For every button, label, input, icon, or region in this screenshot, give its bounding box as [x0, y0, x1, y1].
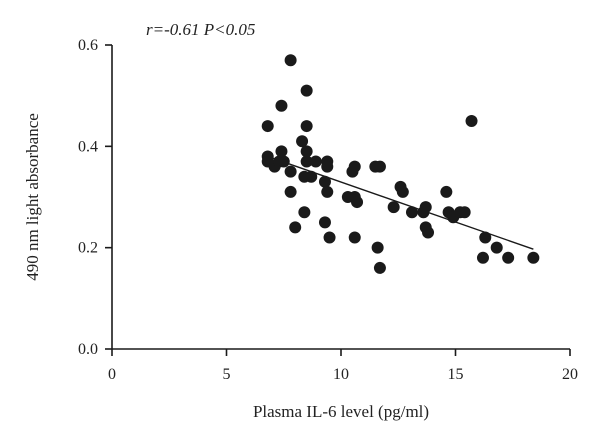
- data-point: [261, 120, 274, 133]
- trendline-group: [267, 155, 534, 250]
- data-point: [387, 201, 400, 214]
- data-point: [371, 241, 384, 254]
- data-point: [289, 221, 302, 234]
- data-point: [275, 145, 288, 158]
- data-point: [298, 206, 311, 219]
- data-point: [296, 135, 309, 148]
- data-point: [284, 54, 297, 67]
- data-point: [479, 231, 492, 244]
- y-axis-ticks: 0.0 0.2 0.4 0.6: [78, 37, 112, 358]
- x-tick-label: 10: [333, 366, 349, 383]
- y-tick-label: 0.0: [78, 341, 98, 358]
- y-tick-label: 0.6: [78, 37, 98, 54]
- data-point: [373, 160, 386, 173]
- data-point: [458, 206, 471, 219]
- data-point: [300, 84, 313, 97]
- data-point: [323, 231, 336, 244]
- data-point: [396, 185, 409, 198]
- data-point: [309, 155, 322, 168]
- data-point: [321, 160, 334, 173]
- x-tick-label: 15: [448, 366, 464, 383]
- data-point: [422, 226, 435, 239]
- data-point: [405, 206, 418, 219]
- data-point: [305, 170, 318, 183]
- data-point: [300, 145, 313, 158]
- axes: [111, 45, 570, 350]
- x-tick-label: 20: [562, 366, 578, 383]
- y-tick-label: 0.2: [78, 240, 98, 257]
- data-point: [465, 115, 478, 127]
- data-point: [277, 155, 290, 168]
- data-point: [275, 99, 288, 112]
- data-point: [440, 185, 453, 198]
- data-point: [419, 201, 432, 214]
- data-point: [490, 241, 503, 254]
- data-point: [321, 185, 334, 198]
- data-point: [476, 251, 489, 264]
- x-axis-ticks: 0 5 10 15 20: [108, 349, 578, 383]
- data-point: [527, 251, 540, 264]
- y-axis-title: 490 nm light absorbance: [23, 113, 42, 281]
- data-point: [300, 120, 313, 133]
- data-point: [284, 185, 297, 198]
- regression-line: [267, 155, 534, 250]
- data-point: [284, 165, 297, 178]
- data-point: [300, 155, 313, 168]
- data-point: [502, 251, 515, 264]
- x-tick-label: 5: [223, 366, 231, 383]
- data-point: [348, 231, 361, 244]
- data-point: [351, 196, 364, 209]
- x-tick-label: 0: [108, 366, 116, 383]
- data-point: [348, 160, 361, 173]
- correlation-annotation: r=-0.61 P<0.05: [146, 20, 255, 39]
- x-axis-title: Plasma IL-6 level (pg/ml): [253, 402, 429, 421]
- y-tick-label: 0.4: [78, 138, 98, 155]
- data-point: [318, 175, 331, 188]
- data-points: [261, 54, 540, 274]
- data-point: [373, 261, 386, 274]
- data-point: [318, 216, 331, 229]
